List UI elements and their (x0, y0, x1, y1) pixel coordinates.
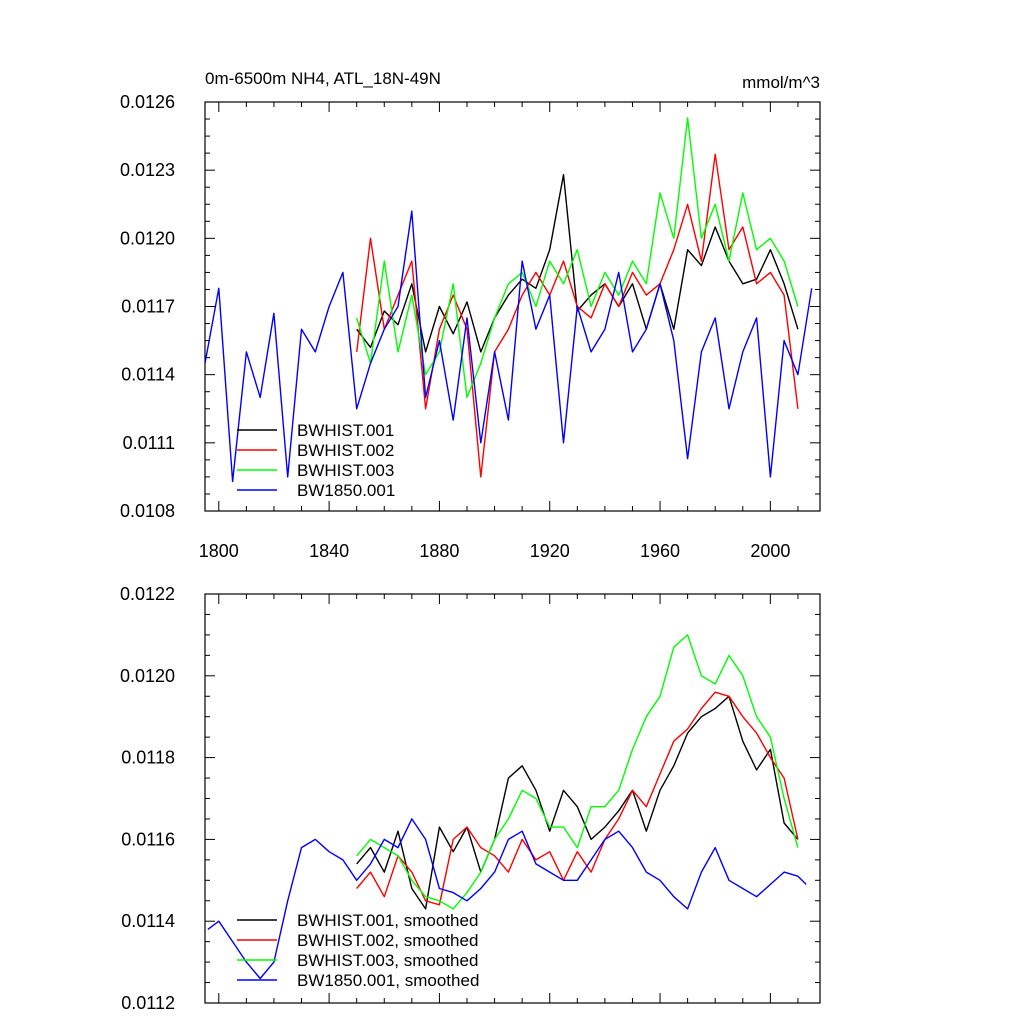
bottom-legend-label: BWHIST.002, smoothed (297, 931, 478, 950)
top-y-tick-label: 0.0108 (120, 501, 175, 521)
top-series-line-1 (356, 173, 799, 353)
bottom-legend-label: BWHIST.003, smoothed (297, 951, 478, 970)
top-x-tick-label: 1880 (419, 541, 459, 561)
top-x-tick-label: 1920 (530, 541, 570, 561)
bottom-legend-label: BWHIST.001, smoothed (297, 911, 478, 930)
bottom-panel: 0.0112 0.0114 0.0116 0.0118 0.0120 0.0122 BWHI… (120, 584, 821, 1013)
top-series-line-2 (356, 153, 799, 478)
bottom-y-tick-label: 0.0112 (121, 993, 175, 1013)
top-legend-label: BW1850.001 (297, 481, 395, 500)
bottom-series-line-3 (356, 634, 799, 910)
top-x-tick-label: 1960 (640, 541, 680, 561)
top-x-tick-label: 1840 (309, 541, 349, 561)
chart-title: 0m-6500m NH4, ATL_18N-49N (205, 69, 441, 88)
top-series-line-4 (204, 210, 813, 483)
top-y-tick-label: 0.0111 (123, 433, 175, 453)
top-y-tick-label: 0.0120 (120, 228, 175, 248)
top-y-tick-label: 0.0123 (120, 160, 175, 180)
top-y-tick-label: 0.0117 (121, 297, 175, 317)
bottom-y-tick-label: 0.0116 (121, 829, 175, 849)
top-legend-label: BWHIST.001 (297, 421, 394, 440)
bottom-y-tick-label: 0.0118 (121, 748, 175, 768)
bottom-legend-label: BW1850.001, smoothed (297, 971, 479, 990)
top-legend-label: BWHIST.002 (297, 441, 394, 460)
top-series-line-3 (356, 117, 799, 399)
top-legend-label: BWHIST.003 (297, 461, 394, 480)
top-y-tick-label: 0.0114 (121, 365, 175, 385)
bottom-series-line-1 (356, 695, 799, 910)
bottom-series-line-4 (207, 818, 807, 980)
bottom-y-tick-label: 0.0120 (120, 666, 175, 686)
bottom-y-tick-label: 0.0114 (121, 911, 175, 931)
top-y-tick-label: 0.0126 (120, 92, 175, 112)
top-x-tick-label: 1800 (199, 541, 239, 561)
bottom-series-line-2 (356, 691, 799, 906)
top-x-tick-label: 2000 (750, 541, 790, 561)
units-label: mmol/m^3 (742, 73, 820, 92)
bottom-y-tick-label: 0.0122 (120, 584, 175, 604)
top-panel: 0m-6500m NH4, ATL_18N-49N mmol/m^3 0.010… (120, 69, 821, 561)
